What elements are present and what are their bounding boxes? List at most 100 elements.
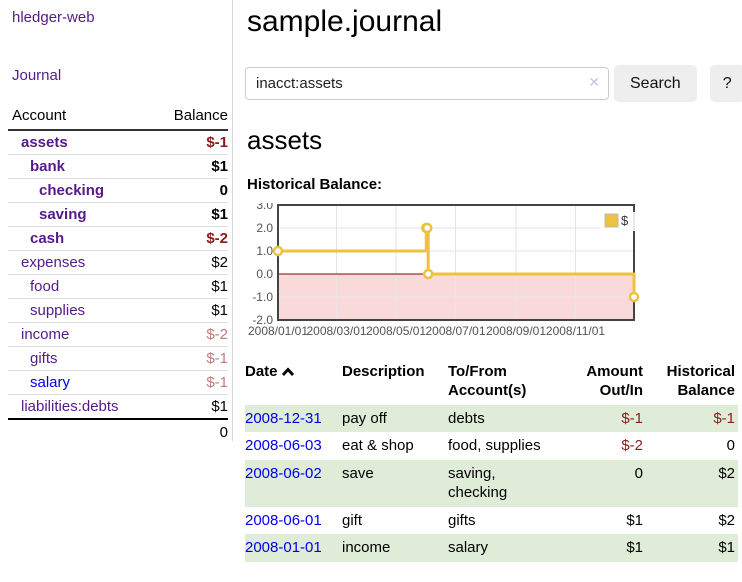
sidebar-item-journal[interactable]: Journal [12,67,62,84]
amount-cell: $1 [626,511,643,529]
accounts-table-header-row: Account Balance [8,104,228,131]
amount-cell: $-2 [621,437,643,454]
description-cell: eat & shop [342,437,414,454]
balance-cell: $2 [718,464,735,482]
historical-balance-svg: $3.0 2.0 1.0 0.0 -1.0 -2.02008/01/012008/03/0… [248,203,640,338]
account-row: salary $-1 [8,370,228,395]
account-heading: assets [247,125,323,155]
register-header-amount: Amount Out/In [586,363,643,399]
table-row: 2008-06-03 eat & shop food, supplies $-2 0 [245,432,738,460]
account-row: assets $-1 [8,130,228,155]
accounts-header-balance: Balance [152,104,228,131]
sidebar-account-link-assets[interactable]: assets [21,134,68,151]
account-balance: $2 [152,250,228,275]
description-cell: pay off [342,409,387,427]
chart-label: Historical Balance: [247,176,383,193]
account-row: income $-2 [8,322,228,347]
y-tick-label: 3.0 [256,203,273,212]
sidebar-account-link-food[interactable]: food [30,278,60,295]
brand-link[interactable]: hledger-web [12,9,95,26]
data-point [628,291,640,303]
transaction-date-link[interactable]: 2008-06-03 [245,437,322,454]
register-header-balance: Historical Balance [666,363,735,399]
transaction-date-link[interactable]: 2008-06-02 [245,464,322,482]
balance-cell: $1 [718,539,735,556]
main-content: sample.journal ✕ Search ? assets Histori… [245,0,742,562]
account-balance: $-1 [152,130,228,155]
register-header-date[interactable]: Date [245,361,342,405]
register-table: Date Description To/From Account(s) Amou… [245,361,738,562]
accounts-cell: debts [448,409,485,427]
account-row: supplies $1 [8,298,228,323]
sidebar-account-link-cash[interactable]: cash [30,230,65,247]
register-header-description: Description [342,363,425,380]
amount-cell: $-1 [621,409,643,427]
sidebar-account-link-saving[interactable]: saving [39,206,87,223]
account-balance: $1 [152,274,228,299]
y-tick-label: 0.0 [256,267,273,281]
y-tick-label: 2.0 [256,221,273,235]
table-row: 2008-01-01 income salary $1 $1 [245,534,738,562]
accounts-total-value: 0 [152,418,228,445]
clear-search-icon[interactable]: ✕ [588,74,600,90]
description-cell: gift [342,511,363,529]
help-button[interactable]: ? [709,65,742,102]
data-point [422,268,434,280]
page-title: sample.journal [247,5,443,38]
balance-cell: $2 [718,511,735,529]
y-tick-label: 1.0 [256,244,273,258]
y-tick-label: -1.0 [252,290,273,304]
account-balance: 0 [152,178,228,203]
account-row: food $1 [8,274,228,299]
sidebar-account-link-supplies[interactable]: supplies [30,302,86,319]
account-balance: $1 [211,398,228,415]
sidebar-account-link-gifts[interactable]: gifts [30,350,58,367]
transaction-date-link[interactable]: 2008-06-01 [245,511,322,529]
sort-asc-icon [281,367,294,376]
table-row: 2008-12-31 pay off debts $-1 $-1 [245,404,738,432]
accounts-header-account: Account [8,104,153,131]
balance-cell: 0 [726,437,735,454]
y-tick-label: -2.0 [252,313,273,327]
account-balance: $-1 [152,346,228,371]
accounts-total-row: 0 [8,418,228,445]
amount-cell: 0 [634,464,643,482]
search-button[interactable]: Search [614,65,697,102]
accounts-cell: saving, checking [448,464,508,502]
plot-border [277,204,635,321]
description-cell: income [342,539,391,556]
account-rows: assets $-1 bank $1 checking 0 saving $1 cash $-2 e… [8,130,228,419]
data-point [421,222,433,234]
transaction-date-link[interactable]: 2008-01-01 [245,539,322,556]
account-row: liabilities:debts $1 [8,395,228,420]
amount-cell: $1 [626,539,643,556]
account-balance: $-2 [152,226,228,251]
account-balance: $-1 [152,370,228,395]
search-form: ✕ Search ? [245,65,742,102]
legend-swatch [604,213,619,228]
search-input[interactable] [245,67,609,100]
legend-label: $ [621,213,629,228]
sidebar-account-link-income[interactable]: income [21,326,70,343]
sidebar-account-link-salary[interactable]: salary [30,374,71,391]
transaction-date-link[interactable]: 2008-12-31 [245,409,322,427]
sidebar-account-link-expenses[interactable]: expenses [21,254,86,271]
accounts-cell: food, supplies [448,437,541,454]
x-tick-label: 2008/03/01 [306,324,366,338]
register-rows: 2008-12-31 pay off debts $-1 $-1 2008-06-03 ea… [245,404,738,562]
data-point [272,245,284,257]
register-header-row: Date Description To/From Account(s) Amou… [245,361,738,405]
table-row: 2008-06-01 gift gifts $1 $2 [245,507,738,535]
table-row: 2008-06-02 save saving, checking 0 $2 [245,459,738,507]
account-row: saving $1 [8,202,228,227]
account-balance: $1 [152,298,228,323]
x-tick-label: 2008/09/01 [486,324,546,338]
account-row: bank $1 [8,154,228,179]
sidebar-account-link-checking[interactable]: checking [39,182,105,199]
sidebar-account-link-liabilities-debts[interactable]: liabilities:debts [21,398,119,415]
x-tick-label: 2008/05/01 [366,324,426,338]
account-row: checking 0 [8,178,228,203]
sidebar-account-link-bank[interactable]: bank [30,158,66,175]
balance-cell: $-1 [713,409,735,427]
account-balance: $1 [152,202,228,227]
